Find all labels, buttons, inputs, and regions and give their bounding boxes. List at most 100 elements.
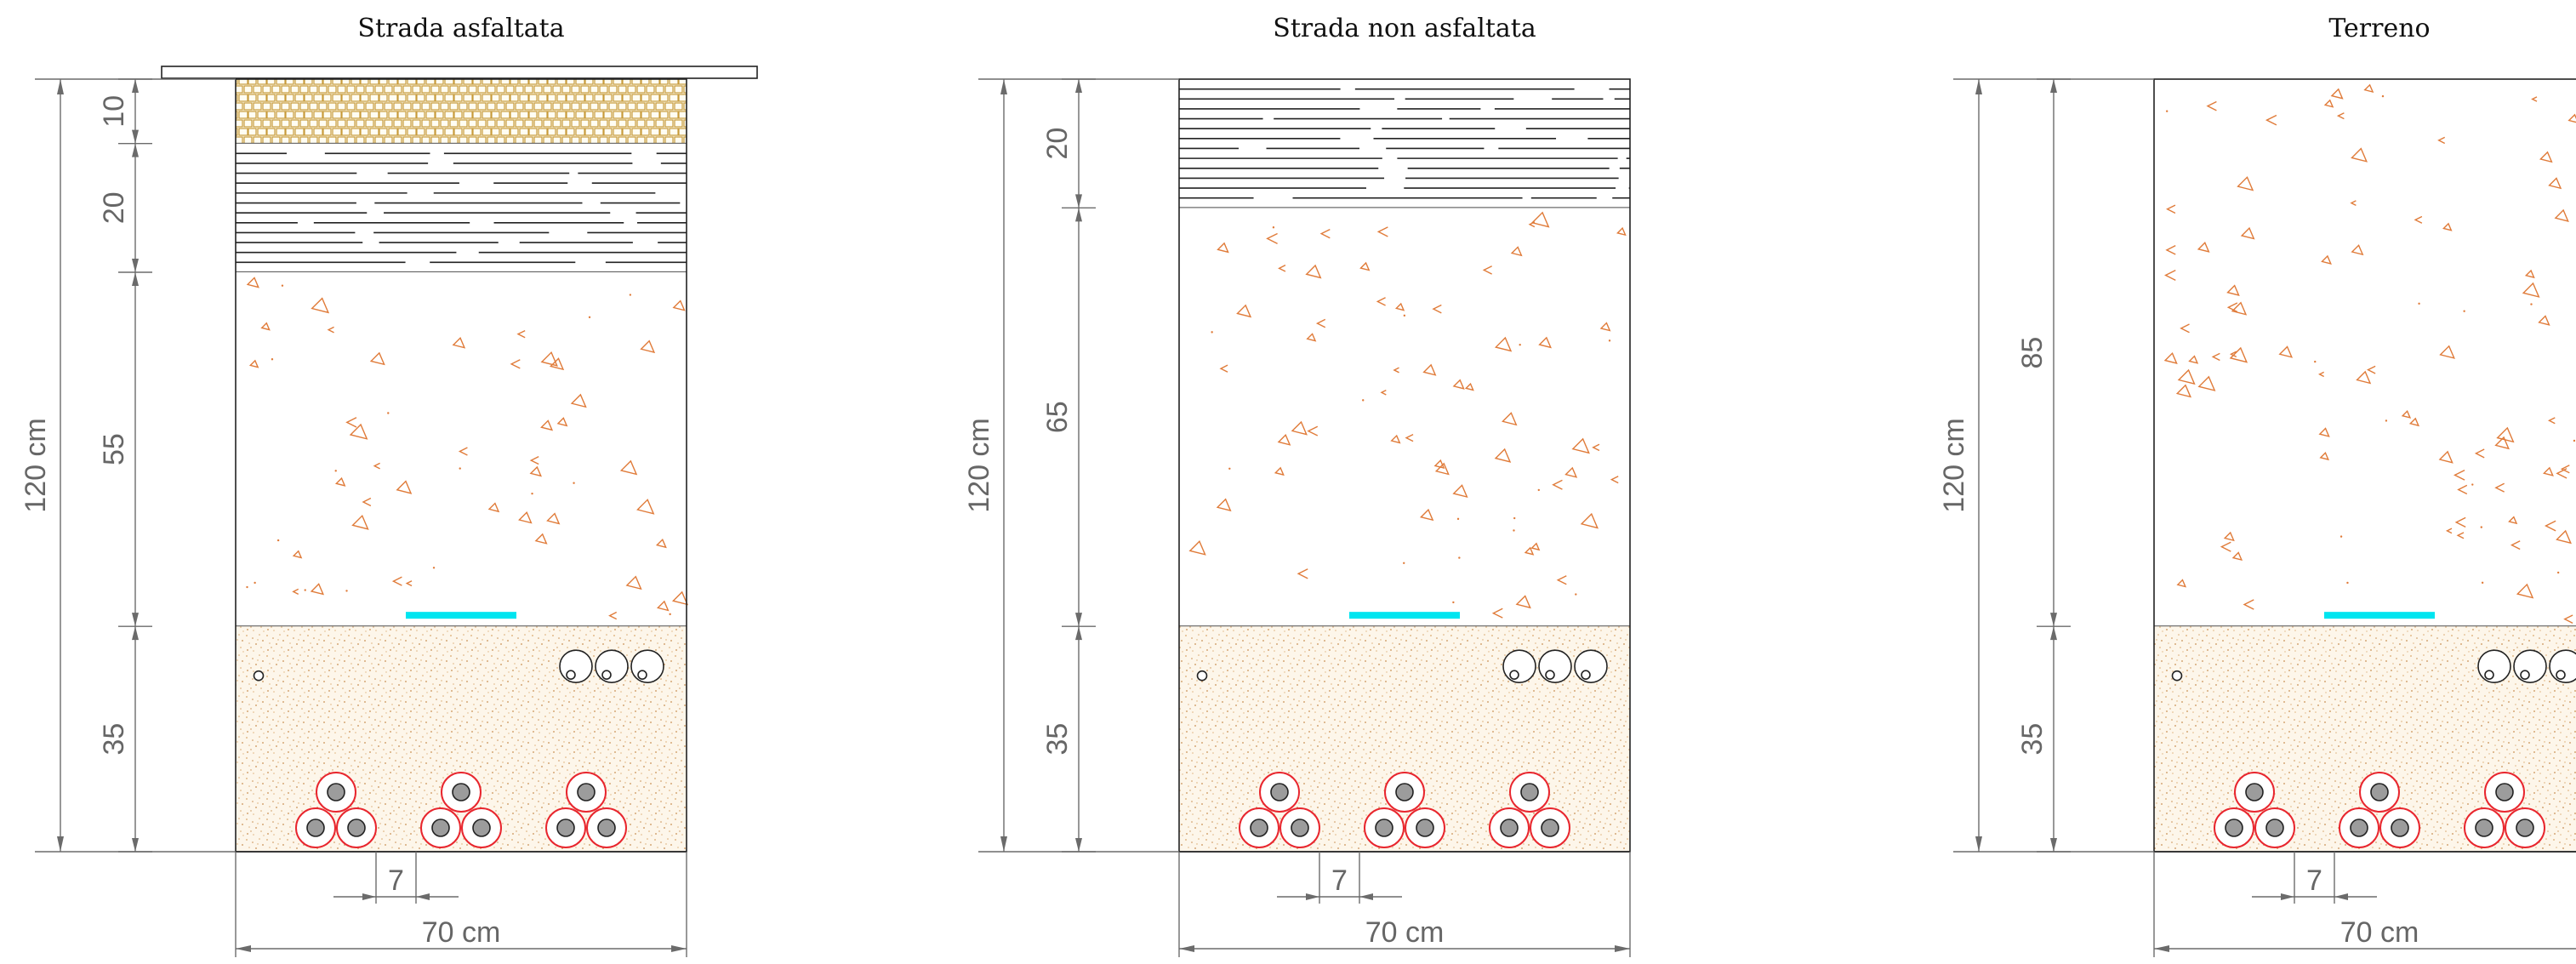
pebble-mark	[1433, 459, 1445, 470]
pebble-mark	[1217, 242, 1229, 254]
arrow-head	[1975, 836, 1982, 852]
fill-layer	[236, 272, 687, 627]
pebble-mark	[510, 359, 521, 369]
arrow-head	[1359, 893, 1373, 900]
pebble-mark	[549, 357, 565, 371]
fill-layer	[1179, 208, 1630, 627]
pebble-mark	[1592, 443, 1600, 452]
asphalt-layer	[236, 79, 687, 144]
pebble-mark	[1599, 322, 1611, 332]
arrow-head	[1975, 79, 1982, 94]
pebble-mark	[540, 351, 558, 367]
pebble-mark	[2175, 384, 2192, 398]
pebble-mark	[2229, 351, 2237, 358]
pebble-dot	[1513, 529, 1515, 532]
pebble-dot	[573, 482, 575, 484]
pebble-dot	[2385, 419, 2388, 422]
pebble-mark	[2494, 482, 2505, 493]
pebble-mark	[2494, 436, 2510, 450]
pebble-mark	[2453, 469, 2465, 481]
pebble-mark	[2457, 484, 2468, 495]
base-layer	[1179, 79, 1630, 208]
pebble-mark	[2278, 345, 2294, 358]
pebble-mark	[2321, 254, 2332, 265]
pebble-dot	[1608, 339, 1611, 342]
pebble-mark	[1419, 508, 1434, 522]
section-title: Terreno	[2328, 14, 2430, 43]
pebble-mark	[2408, 417, 2420, 427]
pebble-mark	[1556, 575, 1567, 585]
pebble-dot	[531, 492, 533, 495]
arrow-head	[132, 129, 139, 144]
arrow-head	[671, 945, 687, 952]
pebble-dot	[281, 284, 284, 287]
pebble-mark	[2330, 88, 2344, 100]
pebble-mark	[396, 480, 413, 494]
total-depth-label: 120 cm	[963, 418, 995, 513]
pebble-mark	[2318, 427, 2330, 437]
arrow-head	[1000, 836, 1007, 852]
pebble-mark	[2356, 370, 2372, 385]
section-title: Strada asfaltata	[357, 14, 564, 43]
telecom-subduct	[601, 670, 612, 680]
pebble-mark	[487, 502, 500, 513]
pebble-mark	[1306, 333, 1317, 342]
pebble-mark	[2319, 451, 2329, 461]
pebble-dot	[334, 470, 337, 472]
pebble-mark	[608, 611, 618, 620]
pebble-mark	[2554, 208, 2569, 222]
layer-fill	[2154, 79, 2576, 627]
pebble-dot	[2530, 303, 2533, 305]
layer-asphalt	[236, 79, 687, 145]
power-cable-core	[2225, 819, 2243, 837]
power-cable-core	[2475, 819, 2493, 837]
pebble-mark	[1274, 466, 1285, 476]
pebble-mark	[534, 533, 548, 545]
power-cable-core	[2495, 783, 2514, 801]
layer-fill	[236, 272, 689, 627]
arrow-head	[1306, 893, 1319, 900]
pebble-dot	[459, 467, 461, 470]
pebble-mark	[362, 497, 372, 507]
pebble-mark	[2350, 200, 2357, 207]
pebble-mark	[2560, 465, 2570, 474]
telecom-subduct	[2556, 670, 2566, 680]
layer-depth-label: 35	[2016, 723, 2049, 756]
pebble-mark	[2510, 540, 2521, 550]
trench-outline	[2153, 78, 2576, 853]
arrow-head	[2281, 893, 2294, 900]
pebble-dot	[588, 316, 591, 319]
total-depth-label: 120 cm	[20, 418, 52, 513]
pebble-mark	[1510, 246, 1523, 257]
power-cable-core	[1500, 819, 1519, 837]
layer-depth-label: 65	[1041, 401, 1074, 433]
pebble-mark	[2206, 100, 2217, 111]
pebble-dot	[2556, 571, 2560, 574]
power-cable-core	[1416, 819, 1434, 837]
pebble-mark	[1278, 265, 1286, 272]
arrow-head	[132, 838, 139, 852]
pebble-mark	[2188, 355, 2199, 364]
power-cable-core	[1520, 783, 1539, 801]
layer-depth-label: 10	[98, 95, 130, 128]
telecom-subduct	[2520, 670, 2530, 680]
pebble-dot	[2463, 310, 2465, 312]
pebble-mark	[2445, 528, 2453, 534]
pebble-mark	[2563, 614, 2573, 624]
power-cable-core	[1395, 783, 1414, 801]
pebble-mark	[556, 417, 568, 427]
arrow-head	[2050, 838, 2057, 852]
pebble-mark	[2197, 242, 2210, 253]
arrow-head	[132, 79, 139, 93]
telecom-duct	[2477, 649, 2511, 683]
pebble-mark	[369, 351, 385, 366]
pebble-mark	[2226, 302, 2238, 313]
section-asfaltata: Strada asfaltata 120 cm 10 20 55 35 70 cm 7	[20, 14, 758, 957]
pebble-mark	[1502, 412, 1518, 426]
pebble-mark	[2237, 176, 2254, 191]
pebble-mark	[2177, 368, 2196, 385]
pebble-mark	[1236, 304, 1252, 318]
pebble-mark	[2544, 520, 2556, 532]
pebble-mark	[516, 329, 526, 339]
fill-layer	[2154, 79, 2576, 627]
